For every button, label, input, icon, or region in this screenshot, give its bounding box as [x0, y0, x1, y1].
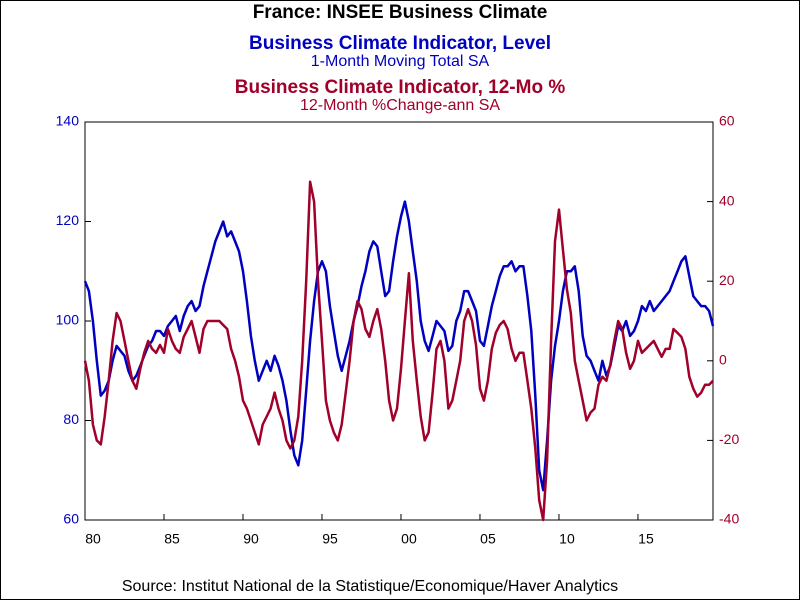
series-line — [83, 180, 714, 522]
y-tick-label: 120 — [56, 212, 80, 228]
x-tick-label: 15 — [638, 531, 654, 547]
y-tick-label: 80 — [63, 411, 79, 427]
y2-tick-label: 20 — [719, 272, 735, 288]
x-tick-label: 95 — [322, 531, 338, 547]
chart-title: France: INSEE Business Climate — [253, 2, 548, 23]
subtitle: Business Climate Indicator, Level — [249, 33, 551, 54]
x-tick-label: 05 — [480, 531, 496, 547]
y2-tick-label: -40 — [719, 511, 739, 527]
x-tick-label: 90 — [243, 531, 259, 547]
subtitle-note: 12-Month %Change-ann SA — [300, 97, 500, 114]
source: Source: Institut National de la Statisti… — [122, 578, 618, 595]
y2-tick-label: 40 — [719, 192, 735, 208]
y2-tick-label: 60 — [719, 113, 735, 129]
y-tick-label: 100 — [56, 312, 80, 328]
x-tick-label: 00 — [401, 531, 417, 547]
plot-area — [84, 121, 714, 521]
x-tick-label: 80 — [85, 531, 101, 547]
y2-tick-label: -20 — [719, 431, 739, 447]
x-tick-label: 10 — [559, 531, 575, 547]
y-tick-label: 60 — [63, 511, 79, 527]
y-tick-label: 140 — [56, 113, 80, 129]
x-tick-label: 85 — [164, 531, 180, 547]
y2-tick-label: 0 — [719, 352, 727, 368]
subtitle-note: 1-Month Moving Total SA — [311, 53, 490, 70]
subtitle: Business Climate Indicator, 12-Mo % — [235, 77, 566, 98]
